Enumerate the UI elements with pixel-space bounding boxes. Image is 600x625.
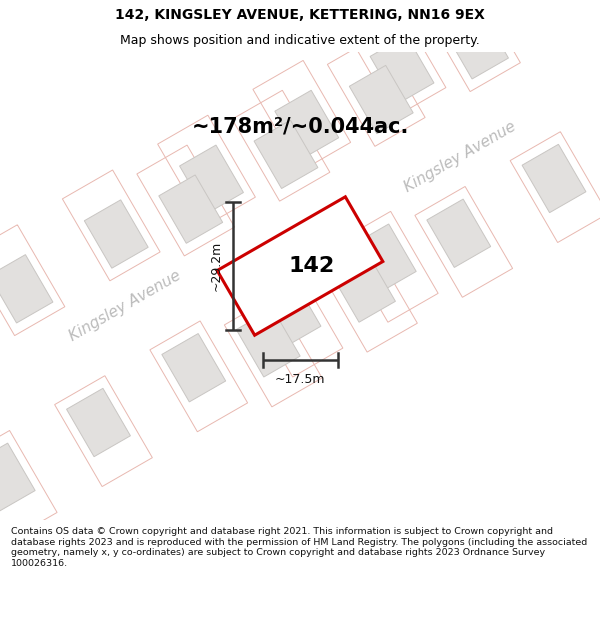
Text: Kingsley Avenue: Kingsley Avenue [401, 118, 518, 194]
Polygon shape [217, 197, 383, 335]
Polygon shape [179, 145, 244, 213]
Polygon shape [275, 90, 339, 159]
Polygon shape [257, 279, 321, 347]
Polygon shape [349, 66, 413, 134]
Text: Contains OS data © Crown copyright and database right 2021. This information is : Contains OS data © Crown copyright and d… [11, 528, 587, 568]
Text: Map shows position and indicative extent of the property.: Map shows position and indicative extent… [120, 34, 480, 47]
Text: ~29.2m: ~29.2m [210, 241, 223, 291]
Polygon shape [0, 443, 35, 511]
Polygon shape [85, 200, 148, 268]
Polygon shape [254, 120, 318, 189]
Polygon shape [352, 224, 416, 292]
Text: 142: 142 [289, 256, 335, 276]
Polygon shape [522, 144, 586, 212]
Polygon shape [236, 309, 300, 377]
Text: 142, KINGSLEY AVENUE, KETTERING, NN16 9EX: 142, KINGSLEY AVENUE, KETTERING, NN16 9E… [115, 8, 485, 21]
Polygon shape [162, 334, 226, 402]
Polygon shape [332, 254, 395, 322]
Text: Kingsley Avenue: Kingsley Avenue [67, 268, 184, 344]
Text: ~17.5m: ~17.5m [275, 373, 325, 386]
Polygon shape [370, 36, 434, 104]
Polygon shape [427, 199, 491, 268]
Polygon shape [159, 175, 223, 243]
Text: ~178m²/~0.044ac.: ~178m²/~0.044ac. [191, 117, 409, 137]
Polygon shape [67, 388, 130, 457]
Polygon shape [0, 254, 53, 323]
Polygon shape [540, 0, 600, 24]
Polygon shape [445, 11, 508, 79]
